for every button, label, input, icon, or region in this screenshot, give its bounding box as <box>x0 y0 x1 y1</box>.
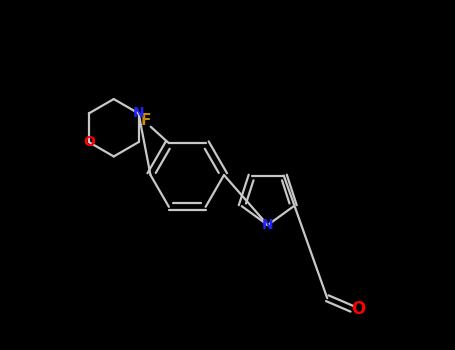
Text: O: O <box>352 300 366 318</box>
Text: O: O <box>83 135 95 149</box>
Text: N: N <box>133 106 144 120</box>
Text: N: N <box>262 218 273 232</box>
Text: F: F <box>141 113 152 128</box>
